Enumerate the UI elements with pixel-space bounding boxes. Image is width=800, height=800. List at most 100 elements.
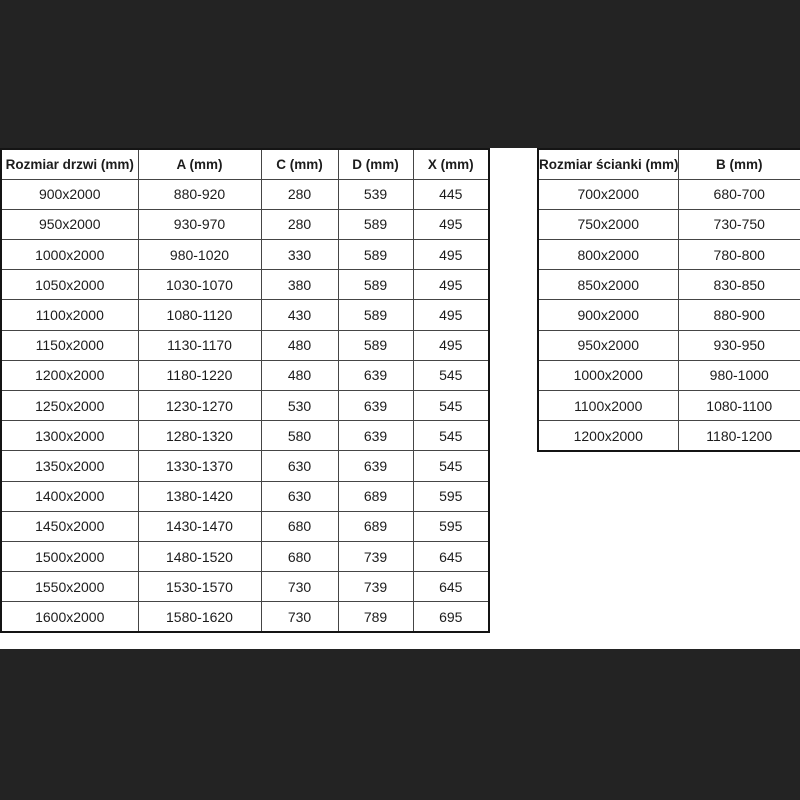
table-cell: 495 (412, 269, 490, 301)
table-cell: 900x2000 (0, 178, 139, 210)
table-cell: 495 (412, 329, 490, 361)
table-cell: 680 (260, 540, 339, 573)
table-row: 1600x2000 1580-1620 730 789 695 (0, 601, 490, 633)
table-cell: 589 (337, 269, 414, 301)
table-row: 1500x2000 1480-1520 680 739 645 (0, 540, 490, 573)
table-cell: 639 (337, 450, 414, 482)
table-cell: 980-1000 (677, 359, 800, 392)
table-cell: 1550x2000 (0, 571, 139, 603)
table-cell: 950x2000 (0, 208, 139, 241)
column-header: Rozmiar drzwi (mm) (0, 148, 139, 180)
table-cell: 495 (412, 239, 490, 271)
table-cell: 430 (260, 299, 339, 331)
table-cell: 380 (260, 269, 339, 301)
table-row: 800x2000 780-800 (537, 239, 800, 271)
table-cell: 639 (337, 389, 414, 422)
table-cell: 689 (337, 510, 414, 542)
table-cell: 730 (260, 601, 339, 633)
table-row: 850x2000 830-850 (537, 269, 800, 301)
table-cell: 580 (260, 420, 339, 452)
table-cell: 280 (260, 208, 339, 241)
table-row: 1350x2000 1330-1370 630 639 545 (0, 450, 490, 482)
table-cell: 595 (412, 510, 490, 542)
column-header: D (mm) (337, 148, 414, 180)
table-row: 1200x2000 1180-1200 (537, 420, 800, 452)
table-cell: 780-800 (677, 239, 800, 271)
column-header: X (mm) (412, 148, 490, 180)
table-cell: 730-750 (677, 208, 800, 241)
table-cell: 589 (337, 299, 414, 331)
column-header: A (mm) (137, 148, 262, 180)
table-cell: 1500x2000 (0, 540, 139, 573)
table-cell: 1050x2000 (0, 269, 139, 301)
table-row: 1450x2000 1430-1470 680 689 595 (0, 510, 490, 542)
table-cell: 630 (260, 480, 339, 512)
table-cell: 645 (412, 571, 490, 603)
table-cell: 1100x2000 (537, 389, 679, 422)
table-cell: 1080-1120 (137, 299, 262, 331)
table-row: 1100x2000 1080-1100 (537, 389, 800, 422)
table-cell: 900x2000 (537, 299, 679, 331)
table-cell: 639 (337, 420, 414, 452)
table-cell: 1180-1200 (677, 420, 800, 452)
wall-size-table-header-row: Rozmiar ścianki (mm) B (mm) (537, 148, 800, 180)
table-cell: 680 (260, 510, 339, 542)
table-cell: 595 (412, 480, 490, 512)
table-cell: 1000x2000 (537, 359, 679, 392)
table-cell: 1430-1470 (137, 510, 262, 542)
table-cell: 930-970 (137, 208, 262, 241)
table-row: 750x2000 730-750 (537, 208, 800, 241)
table-row: 1050x2000 1030-1070 380 589 495 (0, 269, 490, 301)
table-row: 1400x2000 1380-1420 630 689 595 (0, 480, 490, 512)
table-cell: 750x2000 (537, 208, 679, 241)
table-cell: 495 (412, 299, 490, 331)
table-cell: 1030-1070 (137, 269, 262, 301)
table-cell: 1600x2000 (0, 601, 139, 633)
table-cell: 1330-1370 (137, 450, 262, 482)
table-row: 950x2000 930-970 280 589 495 (0, 208, 490, 241)
table-cell: 1450x2000 (0, 510, 139, 542)
table-row: 900x2000 880-900 (537, 299, 800, 331)
table-cell: 1280-1320 (137, 420, 262, 452)
table-cell: 695 (412, 601, 490, 633)
table-row: 700x2000 680-700 (537, 178, 800, 210)
table-cell: 1480-1520 (137, 540, 262, 573)
table-cell: 1130-1170 (137, 329, 262, 361)
table-cell: 1350x2000 (0, 450, 139, 482)
table-cell: 545 (412, 420, 490, 452)
table-cell: 1200x2000 (537, 420, 679, 452)
table-cell: 589 (337, 208, 414, 241)
table-cell: 1150x2000 (0, 329, 139, 361)
table-cell: 1000x2000 (0, 239, 139, 271)
table-cell: 880-920 (137, 178, 262, 210)
table-row: 900x2000 880-920 280 539 445 (0, 178, 490, 210)
table-row: 1250x2000 1230-1270 530 639 545 (0, 389, 490, 422)
table-cell: 689 (337, 480, 414, 512)
table-cell: 950x2000 (537, 329, 679, 361)
table-row: 1300x2000 1280-1320 580 639 545 (0, 420, 490, 452)
table-cell: 545 (412, 450, 490, 482)
table-cell: 645 (412, 540, 490, 573)
table-cell: 1180-1220 (137, 359, 262, 392)
wall-size-table: Rozmiar ścianki (mm) B (mm) 700x2000 680-7… (537, 148, 800, 452)
table-cell: 495 (412, 208, 490, 241)
table-row: 1000x2000 980-1020 330 589 495 (0, 239, 490, 271)
table-cell: 630 (260, 450, 339, 482)
table-cell: 1100x2000 (0, 299, 139, 331)
table-cell: 530 (260, 389, 339, 422)
table-cell: 1300x2000 (0, 420, 139, 452)
table-cell: 800x2000 (537, 239, 679, 271)
table-cell: 480 (260, 329, 339, 361)
table-cell: 639 (337, 359, 414, 392)
column-header: Rozmiar ścianki (mm) (537, 148, 679, 180)
table-cell: 850x2000 (537, 269, 679, 301)
door-size-table: Rozmiar drzwi (mm) A (mm) C (mm) D (mm) X (m… (0, 148, 490, 633)
table-cell: 980-1020 (137, 239, 262, 271)
table-cell: 1230-1270 (137, 389, 262, 422)
table-row: 1550x2000 1530-1570 730 739 645 (0, 571, 490, 603)
table-cell: 280 (260, 178, 339, 210)
table-cell: 880-900 (677, 299, 800, 331)
table-cell: 700x2000 (537, 178, 679, 210)
column-header: C (mm) (260, 148, 339, 180)
table-cell: 1200x2000 (0, 359, 139, 392)
